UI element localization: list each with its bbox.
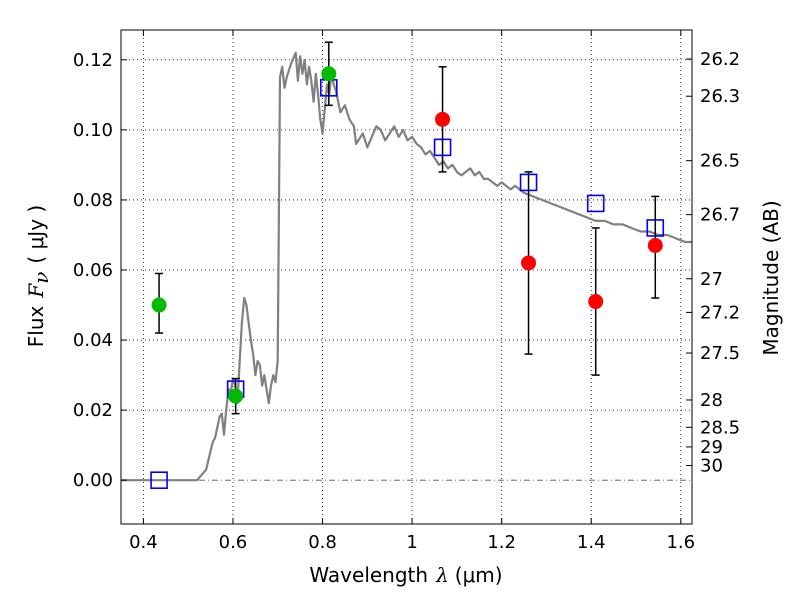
right-tick-label: 27.2 (700, 302, 740, 323)
right-tick-label: 26.3 (700, 86, 740, 107)
right-tick-label: 29 (700, 437, 723, 458)
y-axis-label: Flux Fν ( μJy ) (24, 205, 53, 347)
red-data-point (647, 237, 663, 253)
model-photometry-square (519, 173, 538, 192)
y-tick-label: 0.02 (73, 400, 113, 421)
x-axis-label-text: Wavelength (309, 563, 428, 587)
x-tick-label: 0.8 (308, 532, 337, 553)
right-axis-label: Magnitude (AB) (759, 200, 783, 355)
right-tick-label: 28 (700, 390, 723, 411)
y-tick-label: 0.08 (73, 190, 113, 211)
y-axis-symbol: F (24, 283, 48, 299)
right-tick-label: 27 (700, 269, 723, 290)
ticks: 0.4 0.6 0.8 1 1.2 1.4 1.6 0.00 0.02 0.04 0.06 0.08 0… (73, 30, 740, 553)
x-axis-units: (μm) (455, 563, 503, 587)
y-axis-label-text: Flux (24, 305, 48, 347)
x-tick-label: 0.4 (129, 532, 158, 553)
right-tick-label: 28.5 (700, 417, 740, 438)
y-tick-label: 0.04 (73, 330, 113, 351)
y-tick-label: 0.10 (73, 120, 113, 141)
right-tick-label: 27.5 (700, 343, 740, 364)
x-tick-label: 1 (406, 532, 417, 553)
model-photometry-square (586, 194, 605, 213)
y-tick-label: 0.06 (73, 260, 113, 281)
right-tick-label: 26.5 (700, 151, 740, 172)
x-tick-label: 0.6 (219, 532, 248, 553)
green-data-point (151, 297, 167, 313)
right-tick-label: 26.2 (700, 49, 740, 70)
green-data-point (321, 66, 337, 82)
x-tick-label: 1.4 (577, 532, 606, 553)
right-tick-label: 26.7 (700, 205, 740, 226)
y-tick-label: 0.00 (73, 470, 113, 491)
plot-frame (120, 29, 693, 525)
y-tick-label: 0.12 (73, 50, 113, 71)
x-axis-label: Wavelength λ (μm) (309, 563, 502, 587)
green-data-point (228, 388, 244, 404)
red-data-point (521, 255, 537, 271)
red-data-point (588, 294, 604, 310)
data-markers (150, 66, 665, 490)
y-axis-subscript: ν (29, 272, 53, 284)
right-tick-label: 30 (700, 455, 723, 476)
y-axis-units: ( μJy ) (24, 205, 48, 264)
x-axis-symbol: λ (435, 563, 449, 587)
model-photometry-square (150, 471, 168, 490)
x-tick-label: 1.6 (666, 532, 695, 553)
red-data-point (435, 111, 451, 127)
x-tick-label: 1.2 (487, 532, 516, 553)
model-photometry-square (433, 138, 452, 157)
model-photometry-square (646, 219, 665, 237)
